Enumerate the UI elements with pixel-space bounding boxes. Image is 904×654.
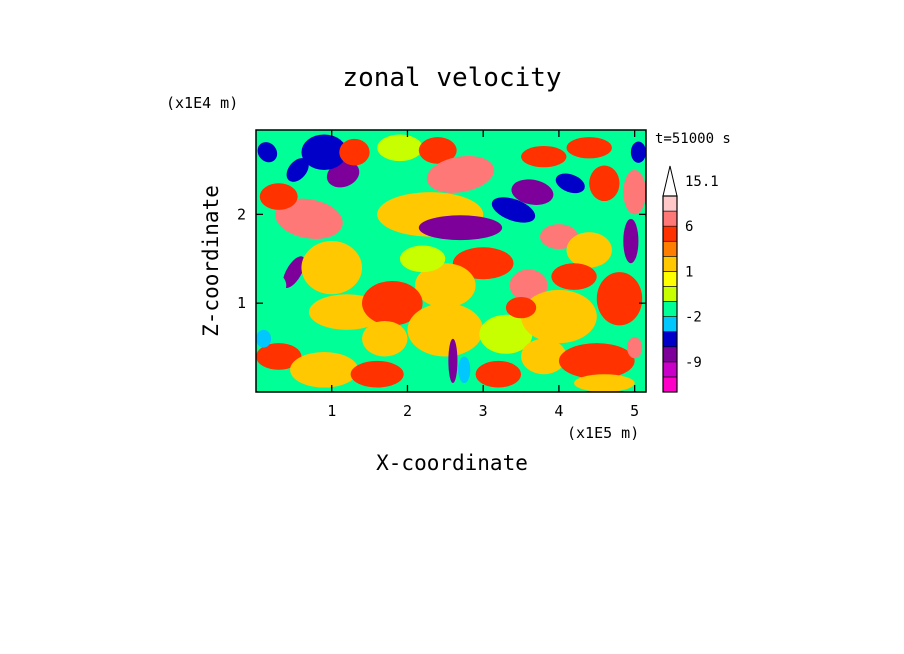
field-region-39 xyxy=(448,338,458,384)
field-region-36 xyxy=(256,343,302,370)
colorbar-band-8 xyxy=(662,256,678,272)
field-region-46 xyxy=(256,329,272,348)
field-region-48 xyxy=(505,296,537,319)
field-region-12 xyxy=(491,197,536,223)
field-region-45 xyxy=(627,336,643,359)
x-tick-label: 2 xyxy=(403,402,412,420)
field-region-10 xyxy=(259,183,298,210)
field-region-3 xyxy=(301,134,347,170)
field-region-22 xyxy=(623,218,639,264)
field-region-33 xyxy=(479,314,533,354)
field-region-13 xyxy=(511,179,554,205)
x-axis-unit: (x1E5 m) xyxy=(567,424,639,442)
field-region-41 xyxy=(475,360,522,388)
field-region-37 xyxy=(290,352,359,388)
field-region-4 xyxy=(339,138,370,166)
colorbar-max-arrow xyxy=(662,165,678,197)
colorbar-band-10 xyxy=(662,225,678,242)
field-region-47 xyxy=(362,320,408,357)
field-region-43 xyxy=(558,343,635,379)
time-label: t=51000 s xyxy=(655,131,731,147)
field-region-9 xyxy=(275,198,343,239)
field-region-26 xyxy=(399,245,446,273)
y-axis-label: Z-coordinate xyxy=(199,185,223,337)
field-region-21 xyxy=(566,232,612,268)
field-region-42 xyxy=(521,338,567,375)
colorbar-band-9 xyxy=(662,240,678,257)
field-region-17 xyxy=(589,165,620,202)
velocity-field xyxy=(256,130,646,392)
field-region-49 xyxy=(551,263,597,290)
colorbar-label: -2 xyxy=(685,310,702,326)
field-region-5 xyxy=(377,134,423,162)
field-region-38 xyxy=(350,360,404,388)
field-region-14 xyxy=(555,173,585,194)
field-region-34 xyxy=(521,289,597,344)
colorbar-band-2 xyxy=(662,346,678,363)
field-region-18 xyxy=(623,169,646,215)
field-region-19 xyxy=(630,141,646,163)
colorbar-label: 15.1 xyxy=(685,174,719,190)
field-region-7 xyxy=(426,155,495,193)
colorbar-label: 1 xyxy=(685,264,693,280)
field-region-32 xyxy=(407,303,484,357)
field-region-6 xyxy=(418,137,457,164)
colorbar-label: -9 xyxy=(685,355,702,371)
colorbar-band-3 xyxy=(662,331,678,348)
field-region-35 xyxy=(596,272,643,326)
field-region-44 xyxy=(574,374,635,392)
x-axis: 1 2 3 4 5 xyxy=(327,130,639,420)
colorbar-band-6 xyxy=(662,286,678,302)
field-region-27 xyxy=(282,256,305,288)
x-axis-label: X-coordinate xyxy=(376,451,528,475)
y-tick-label: 1 xyxy=(237,294,246,312)
y-axis-unit: (x1E4 m) xyxy=(166,94,238,112)
field-region-1 xyxy=(286,158,309,182)
x-tick-label: 4 xyxy=(554,402,563,420)
field-region-20 xyxy=(539,224,578,250)
field-region-16 xyxy=(566,137,612,159)
x-tick-label: 1 xyxy=(327,402,336,420)
colorbar-band-11 xyxy=(662,210,678,227)
chart-title: zonal velocity xyxy=(342,63,561,93)
colorbar-labels: 15.1 6 1 -2 -9 xyxy=(685,174,719,371)
field-region-11 xyxy=(418,215,503,241)
field-region-31 xyxy=(362,280,423,326)
field-region-29 xyxy=(256,272,287,299)
colorbar-band-0 xyxy=(662,376,678,393)
colorbar-band-7 xyxy=(662,271,678,287)
field-region-0 xyxy=(257,142,278,163)
y-tick-label: 2 xyxy=(237,205,246,223)
x-tick-label: 3 xyxy=(479,402,488,420)
plot-frame xyxy=(255,129,647,393)
y-axis: 12 xyxy=(237,205,646,312)
field-region-2 xyxy=(326,161,360,188)
colorbar-frame xyxy=(662,195,678,393)
field-region-40 xyxy=(458,356,471,384)
x-tick-label: 5 xyxy=(630,402,639,420)
colorbar-band-12 xyxy=(662,195,678,212)
colorbar-band-4 xyxy=(662,316,678,332)
colorbar-label: 6 xyxy=(685,219,693,235)
field-region-28 xyxy=(301,241,363,295)
field-region-25 xyxy=(415,263,476,308)
colorbar-band-5 xyxy=(662,301,678,317)
field-region-15 xyxy=(521,145,567,168)
colorbar xyxy=(662,165,678,393)
colorbar-band-1 xyxy=(662,361,678,378)
field-region-24 xyxy=(509,269,548,302)
